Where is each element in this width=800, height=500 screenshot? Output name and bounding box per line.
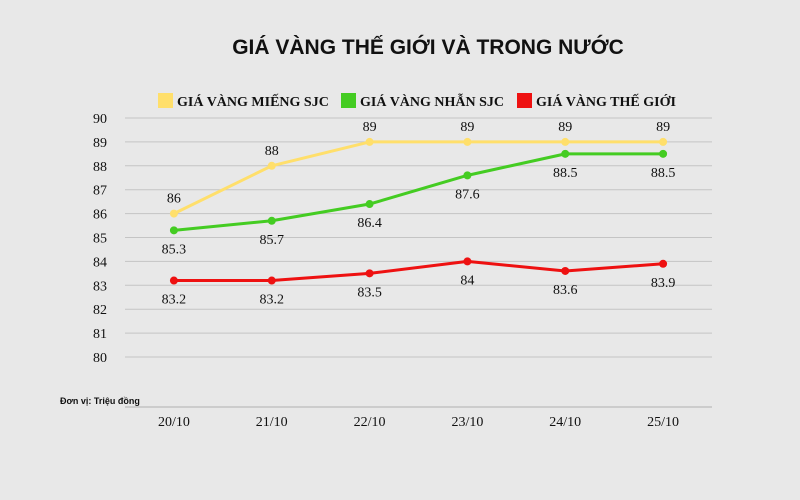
data-point — [267, 276, 276, 285]
y-tick-label: 83 — [93, 279, 107, 294]
data-label: 89 — [558, 120, 572, 135]
data-point — [561, 149, 570, 158]
y-axis: 80 81 82 83 84 85 86 87 88 89 90 — [93, 112, 107, 366]
data-point — [463, 137, 472, 146]
y-tick-label: 89 — [93, 136, 107, 151]
data-point — [365, 137, 374, 146]
chart-title: GIÁ VÀNG THẾ GIỚI VÀ TRONG NƯỚC — [232, 35, 624, 59]
legend-item: GIÁ VÀNG NHẪN SJC — [341, 92, 504, 110]
data-point — [169, 276, 178, 285]
data-point — [267, 216, 276, 225]
series: 83.2 83.2 83.5 84 83.6 83.9 — [162, 257, 676, 308]
data-label: 89 — [656, 120, 670, 135]
data-label: 86 — [167, 192, 181, 207]
series: 86 88 89 89 89 89 — [167, 120, 670, 218]
legend-label: GIÁ VÀNG MIẾNG SJC — [177, 93, 329, 110]
data-point — [463, 257, 472, 266]
data-label: 83.2 — [260, 293, 285, 308]
legend-label: GIÁ VÀNG NHẪN SJC — [360, 92, 504, 110]
data-label: 87.6 — [455, 187, 480, 202]
data-point — [659, 137, 668, 146]
unit-note: Đơn vị: Triệu đồng — [60, 396, 140, 406]
y-tick-label: 87 — [93, 184, 107, 199]
legend-item: GIÁ VÀNG MIẾNG SJC — [158, 93, 329, 110]
x-tick-label: 20/10 — [158, 415, 190, 430]
data-point — [169, 209, 178, 218]
data-point — [169, 226, 178, 235]
legend: GIÁ VÀNG MIẾNG SJC GIÁ VÀNG NHẪN SJC GIÁ V… — [158, 92, 676, 110]
y-tick-label: 86 — [93, 208, 107, 223]
x-tick-label: 23/10 — [451, 415, 483, 430]
y-tick-label: 82 — [93, 303, 107, 318]
series-line — [172, 152, 665, 232]
data-point — [365, 269, 374, 278]
data-point — [267, 161, 276, 170]
legend-swatch — [158, 93, 173, 108]
data-label: 83.5 — [357, 285, 382, 300]
data-label: 88.5 — [651, 166, 676, 181]
data-point — [659, 259, 668, 268]
data-label: 89 — [363, 120, 377, 135]
series: 85.3 85.7 86.4 87.6 88.5 88.5 — [162, 149, 676, 257]
x-tick-label: 21/10 — [256, 415, 288, 430]
data-point — [561, 266, 570, 275]
series-line — [172, 259, 665, 283]
data-label: 89 — [460, 120, 474, 135]
data-point — [659, 149, 668, 158]
data-label: 83.9 — [651, 276, 676, 291]
data-label: 88 — [265, 144, 279, 159]
series-line — [172, 140, 665, 216]
legend-swatch — [341, 93, 356, 108]
y-tick-label: 80 — [93, 351, 107, 366]
legend-item: GIÁ VÀNG THẾ GIỚI — [517, 93, 676, 110]
y-tick-label: 88 — [93, 160, 107, 175]
series-layer: 86 88 89 89 89 89 85.3 85.7 86.4 87.6 88.5 88.5 83.2… — [162, 120, 676, 308]
x-tick-label: 25/10 — [647, 415, 679, 430]
data-point — [561, 137, 570, 146]
legend-swatch — [517, 93, 532, 108]
data-point — [365, 200, 374, 209]
y-tick-label: 84 — [93, 255, 107, 270]
x-tick-label: 24/10 — [549, 415, 581, 430]
legend-label: GIÁ VÀNG THẾ GIỚI — [536, 93, 676, 110]
y-tick-label: 90 — [93, 112, 107, 127]
y-tick-label: 81 — [93, 327, 107, 342]
x-tick-label: 22/10 — [354, 415, 386, 430]
data-label: 83.2 — [162, 293, 187, 308]
data-label: 88.5 — [553, 166, 578, 181]
data-label: 85.3 — [162, 242, 187, 257]
data-point — [463, 171, 472, 180]
data-label: 84 — [460, 273, 474, 288]
y-tick-label: 85 — [93, 232, 107, 247]
data-label: 85.7 — [260, 233, 285, 248]
data-label: 83.6 — [553, 283, 578, 298]
x-axis: 20/10 21/10 22/10 23/10 24/10 25/10 — [125, 406, 712, 430]
data-label: 86.4 — [357, 216, 382, 231]
